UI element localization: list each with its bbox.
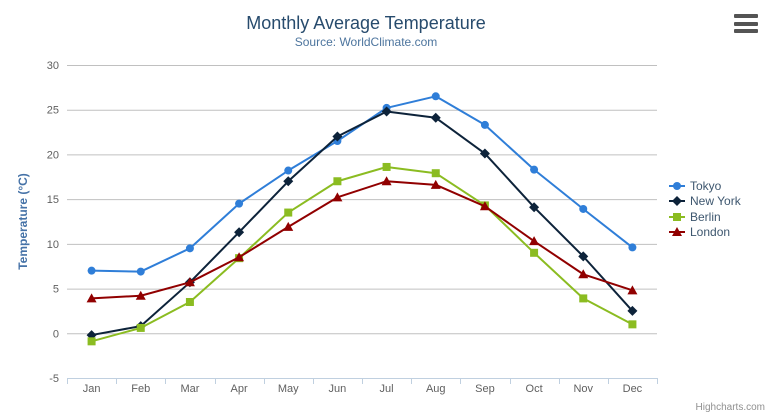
data-point-tokyo[interactable] bbox=[87, 266, 96, 275]
data-point-london[interactable] bbox=[430, 179, 441, 189]
data-point-tokyo[interactable] bbox=[480, 120, 489, 129]
hamburger-icon bbox=[734, 14, 758, 18]
data-point-new-york[interactable] bbox=[578, 251, 589, 262]
data-point-tokyo[interactable] bbox=[579, 204, 588, 213]
data-point-new-york[interactable] bbox=[283, 176, 294, 187]
legend-item-london[interactable]: London bbox=[669, 225, 741, 241]
data-point-london[interactable] bbox=[479, 201, 490, 211]
x-axis-tick-label: Aug bbox=[426, 383, 446, 395]
y-axis-tick-label: 10 bbox=[47, 239, 59, 251]
series-tokyo[interactable] bbox=[87, 92, 637, 276]
legend-item-berlin[interactable]: Berlin bbox=[669, 209, 741, 225]
series-london[interactable] bbox=[86, 176, 638, 303]
data-point-london[interactable] bbox=[529, 236, 540, 246]
data-point-new-york[interactable] bbox=[332, 131, 343, 142]
chart-title: Monthly Average Temperature bbox=[246, 13, 486, 33]
x-axis-tick-label: Feb bbox=[131, 383, 150, 395]
data-point-berlin[interactable] bbox=[333, 177, 342, 186]
series-line-berlin bbox=[90, 165, 634, 343]
legend-label: London bbox=[690, 225, 731, 240]
y-axis-tick-label: -5 bbox=[49, 373, 59, 385]
legend-symbol-circle-icon bbox=[669, 181, 685, 190]
legend-symbol-square-icon bbox=[669, 212, 685, 221]
data-point-london[interactable] bbox=[184, 277, 195, 287]
data-point-berlin[interactable] bbox=[284, 208, 293, 217]
legend-item-tokyo[interactable]: Tokyo bbox=[669, 178, 741, 194]
data-point-berlin[interactable] bbox=[579, 294, 588, 303]
export-menu-button[interactable] bbox=[734, 14, 759, 33]
data-point-london[interactable] bbox=[135, 290, 146, 300]
data-point-new-york[interactable] bbox=[234, 227, 245, 238]
series-line-london bbox=[90, 180, 634, 300]
data-point-london[interactable] bbox=[627, 285, 638, 295]
x-axis-tick-label: Jun bbox=[329, 383, 347, 395]
data-point-london[interactable] bbox=[381, 176, 392, 186]
chart-subtitle: Source: WorldClimate.com bbox=[294, 35, 438, 49]
legend: Tokyo New York Berlin London bbox=[669, 178, 741, 240]
y-axis-tick-label: 15 bbox=[47, 194, 59, 206]
x-axis-tick-label: Sep bbox=[475, 383, 495, 395]
y-axis-title: Temperature (°C) bbox=[16, 173, 30, 270]
data-point-tokyo[interactable] bbox=[628, 243, 637, 252]
data-point-new-york[interactable] bbox=[430, 112, 441, 123]
data-point-new-york[interactable] bbox=[479, 148, 490, 159]
data-point-london[interactable] bbox=[332, 192, 343, 202]
data-point-new-york[interactable] bbox=[381, 106, 392, 117]
hamburger-icon bbox=[734, 21, 758, 26]
y-axis-tick-label: 25 bbox=[47, 105, 59, 117]
y-axis-tick-label: 30 bbox=[47, 60, 59, 72]
series-new-york[interactable] bbox=[86, 106, 638, 341]
data-point-london[interactable] bbox=[283, 221, 294, 231]
x-axis-tick-label: May bbox=[278, 383, 299, 395]
y-axis-tick-label: 20 bbox=[47, 149, 59, 161]
data-point-tokyo[interactable] bbox=[235, 199, 244, 208]
x-axis-tick-label: Jul bbox=[380, 383, 394, 395]
legend-item-new-york[interactable]: New York bbox=[669, 194, 741, 210]
data-point-tokyo[interactable] bbox=[431, 92, 440, 101]
data-point-london[interactable] bbox=[578, 269, 589, 279]
series-line-new-york bbox=[90, 110, 634, 337]
data-point-tokyo[interactable] bbox=[136, 267, 145, 276]
x-axis-tick-label: Mar bbox=[180, 383, 199, 395]
legend-symbol-diamond-icon bbox=[669, 196, 685, 207]
data-point-berlin[interactable] bbox=[628, 320, 637, 329]
data-point-berlin[interactable] bbox=[431, 169, 440, 178]
data-point-new-york[interactable] bbox=[627, 305, 638, 316]
data-point-berlin[interactable] bbox=[382, 162, 391, 171]
legend-label: Berlin bbox=[690, 209, 721, 224]
legend-symbol-triangle-icon bbox=[669, 227, 685, 237]
x-axis-tick-label: Apr bbox=[231, 383, 248, 395]
data-point-berlin[interactable] bbox=[87, 337, 96, 346]
data-point-berlin[interactable] bbox=[530, 248, 539, 257]
data-point-london[interactable] bbox=[86, 293, 97, 303]
credits-link[interactable]: Highcharts.com bbox=[695, 402, 765, 413]
data-point-tokyo[interactable] bbox=[530, 165, 539, 174]
data-point-tokyo[interactable] bbox=[185, 244, 194, 253]
legend-label: Tokyo bbox=[690, 178, 722, 193]
data-point-new-york[interactable] bbox=[529, 202, 540, 213]
x-axis-tick-label: Oct bbox=[526, 383, 543, 395]
hamburger-icon bbox=[734, 29, 758, 33]
x-axis-tick-label: Jan bbox=[83, 383, 101, 395]
data-point-berlin[interactable] bbox=[136, 323, 145, 332]
legend-label: New York bbox=[690, 194, 741, 209]
y-axis-tick-label: 5 bbox=[53, 284, 59, 296]
x-axis-tick-label: Nov bbox=[573, 383, 593, 395]
data-point-berlin[interactable] bbox=[185, 297, 194, 306]
x-axis-tick-label: Dec bbox=[623, 383, 643, 395]
data-point-london[interactable] bbox=[234, 252, 245, 262]
series-line-tokyo bbox=[90, 95, 634, 273]
y-axis-tick-label: 0 bbox=[53, 328, 59, 340]
data-point-tokyo[interactable] bbox=[284, 166, 293, 175]
